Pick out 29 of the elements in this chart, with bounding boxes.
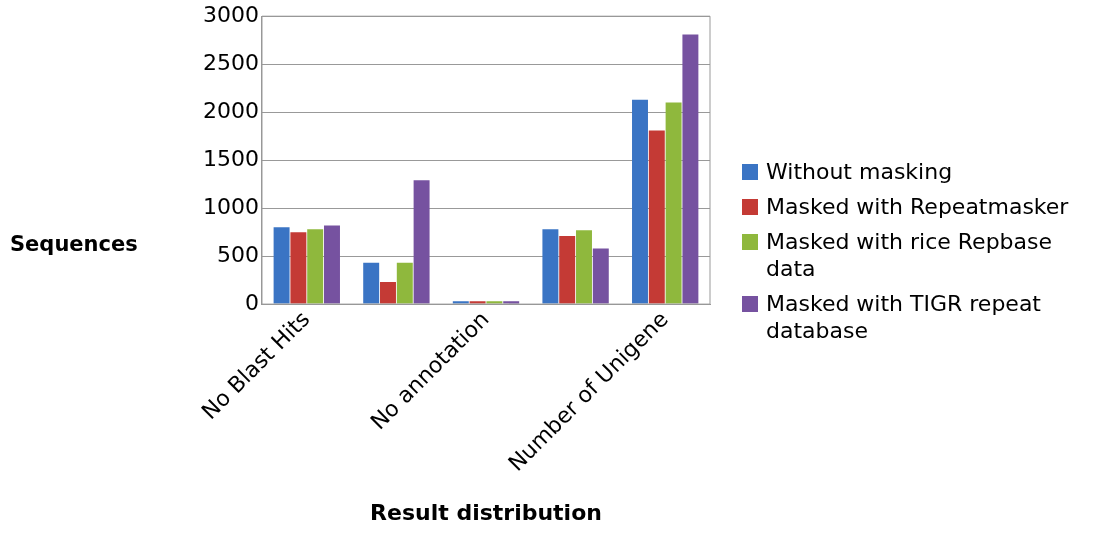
bar xyxy=(632,99,648,304)
bar xyxy=(592,248,609,304)
legend-label: Without masking xyxy=(766,158,953,185)
bar xyxy=(380,282,396,304)
bar xyxy=(290,232,307,304)
bar xyxy=(682,34,699,304)
y-tick-label: 1500 xyxy=(202,145,259,171)
bar xyxy=(665,102,682,304)
y-tick-label: 0 xyxy=(244,289,259,315)
bar xyxy=(648,130,665,304)
y-axis-title: Sequences xyxy=(10,232,138,256)
bar xyxy=(363,262,380,304)
bar xyxy=(273,227,290,304)
bar xyxy=(396,262,413,304)
legend-label: Masked with Repeatmasker xyxy=(766,193,1069,220)
y-tick-label: 3000 xyxy=(202,1,259,27)
x-axis-title: Result distribution xyxy=(370,499,602,525)
bar xyxy=(413,180,430,304)
y-tick-label: 500 xyxy=(216,241,259,267)
bar xyxy=(542,229,559,304)
bar xyxy=(576,230,592,304)
bar xyxy=(324,225,340,304)
legend-label: Masked with rice Repbase data xyxy=(766,228,1054,282)
bar xyxy=(307,229,324,304)
y-tick-label: 2000 xyxy=(202,97,259,123)
y-tick-label: 2500 xyxy=(202,49,259,75)
legend-label: Masked with TIGR repeat database xyxy=(766,290,1042,344)
y-tick-label: 1000 xyxy=(202,193,259,219)
bar xyxy=(559,235,576,304)
